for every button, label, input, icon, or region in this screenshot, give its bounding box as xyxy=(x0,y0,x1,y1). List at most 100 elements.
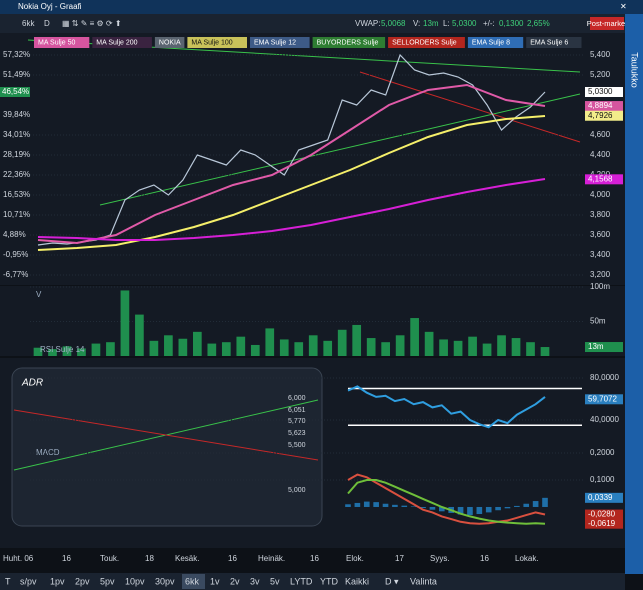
adr-title: ADR xyxy=(21,378,43,389)
value-box-label: 5,0300 xyxy=(588,87,613,96)
bar xyxy=(429,506,436,510)
x-tick-label: 16 xyxy=(480,554,489,563)
period-button[interactable]: 30pv xyxy=(155,576,175,586)
adr-label: 6,000 xyxy=(288,395,306,402)
period-button[interactable]: T xyxy=(5,576,11,586)
period-button[interactable]: 10pv xyxy=(125,576,145,586)
period-button[interactable]: LYTD xyxy=(290,576,313,586)
legend-label[interactable]: MA Sulje 50 xyxy=(38,39,75,46)
bar xyxy=(352,324,362,356)
legend-chip[interactable] xyxy=(187,37,247,48)
trendline xyxy=(359,71,581,143)
bar xyxy=(410,318,419,356)
y-tick-label: 5,200 xyxy=(590,70,611,79)
close-button[interactable]: ✕ xyxy=(620,2,627,11)
line-series xyxy=(37,115,546,251)
y-tick-label: 100m xyxy=(590,282,610,291)
bar xyxy=(482,343,492,356)
y2-tick-label: 51,49% xyxy=(3,70,30,79)
x-tick-label: Kesäk. xyxy=(175,554,199,563)
trendline xyxy=(99,93,581,206)
y-tick-label: 0,2000 xyxy=(590,448,615,457)
bar xyxy=(424,331,434,356)
vwap-label: VWAP: xyxy=(355,19,380,28)
value-box xyxy=(585,101,623,112)
bar xyxy=(381,342,391,356)
window-title: Nokia Oyj - Graafi xyxy=(18,2,82,11)
legend-label[interactable]: EMA Sulje 12 xyxy=(254,39,296,46)
y-tick-label: 4,400 xyxy=(590,150,611,159)
y-tick-label: 3,600 xyxy=(590,230,611,239)
period-button[interactable]: 1pv xyxy=(50,576,65,586)
legend-label[interactable]: MA Sulje 200 xyxy=(96,39,137,46)
bar xyxy=(236,336,246,356)
period-button[interactable]: 2pv xyxy=(75,576,90,586)
panel-title: RSI Sulje 14 xyxy=(40,345,85,354)
bar xyxy=(106,342,115,356)
period-button[interactable]: Kaikki xyxy=(345,576,369,586)
period-button[interactable]: 3v xyxy=(250,576,260,586)
value-box xyxy=(585,342,623,353)
value-box xyxy=(0,87,30,98)
y2-tick-label: 28,19% xyxy=(3,150,30,159)
period-button[interactable]: 5v xyxy=(270,576,280,586)
line-series xyxy=(37,178,546,241)
legend-label[interactable]: MA Sulje 100 xyxy=(191,39,232,46)
legend-label[interactable]: EMA Sulje 6 xyxy=(530,39,568,46)
bar xyxy=(523,503,530,507)
adr-label: 5,623 xyxy=(288,430,306,437)
side-tab[interactable] xyxy=(625,14,643,574)
value-box-label: 4,1568 xyxy=(588,174,613,183)
x-tick-label: Huht. 06 xyxy=(3,554,34,563)
legend-chip[interactable] xyxy=(312,37,386,48)
legend-chip[interactable] xyxy=(388,37,465,48)
period-button[interactable]: s/pv xyxy=(20,576,37,586)
bar xyxy=(392,504,398,507)
interval-selector[interactable]: D xyxy=(44,19,50,28)
legend-label[interactable]: EMA Sulje 8 xyxy=(472,39,510,46)
value-box xyxy=(585,509,623,520)
bar xyxy=(62,346,72,356)
period-button[interactable]: D ▾ xyxy=(385,576,399,586)
legend-chip[interactable] xyxy=(526,37,582,48)
legend-chip[interactable] xyxy=(92,37,152,48)
legend-chip[interactable] xyxy=(154,37,185,48)
adr-label: 6,051 xyxy=(288,407,306,414)
line-series xyxy=(347,473,546,525)
bar xyxy=(468,336,477,356)
period-button[interactable]: 5pv xyxy=(100,576,115,586)
period-button[interactable]: Valinta xyxy=(410,576,437,586)
bar xyxy=(526,342,535,356)
period-button[interactable]: 6kk xyxy=(185,576,200,586)
legend-chip[interactable] xyxy=(34,37,90,48)
legend-chip[interactable] xyxy=(250,37,310,48)
period-button[interactable]: 1v xyxy=(210,576,220,586)
x-tick-label: 16 xyxy=(228,554,237,563)
bar xyxy=(308,335,318,356)
volume-value: 13m xyxy=(423,19,439,28)
bar xyxy=(438,506,445,512)
toolbar-icons[interactable]: ▦ ⇅ ✎ ≡ ⚙ ⟳ ⬆ xyxy=(62,19,122,28)
value-box-label: 46,54% xyxy=(2,87,29,96)
vwap-value: 5,0068 xyxy=(381,19,406,28)
legend-label[interactable]: BUYORDERS Sulje xyxy=(317,39,379,46)
side-tab-label[interactable]: Taulukko xyxy=(630,52,640,88)
legend-label[interactable]: NOKIA xyxy=(159,39,181,46)
period-button[interactable]: 2v xyxy=(230,576,240,586)
time-axis xyxy=(0,548,625,572)
session-text: Post-market xyxy=(587,19,628,28)
legend-chip[interactable] xyxy=(467,37,524,48)
panel-title: V xyxy=(36,290,42,299)
y2-tick-label: 22,36% xyxy=(3,170,30,179)
change-label: +/-: xyxy=(483,19,495,28)
bar xyxy=(467,506,473,516)
period-selector[interactable]: 6kk xyxy=(22,19,35,28)
period-selected xyxy=(182,574,205,589)
bar xyxy=(504,506,511,509)
value-box-label: 0,0339 xyxy=(588,493,613,502)
legend-label[interactable]: SELLORDERS Sulje xyxy=(392,39,457,46)
value-box xyxy=(585,87,623,97)
bar xyxy=(366,338,376,356)
bar xyxy=(323,340,333,356)
period-button[interactable]: YTD xyxy=(320,576,339,586)
